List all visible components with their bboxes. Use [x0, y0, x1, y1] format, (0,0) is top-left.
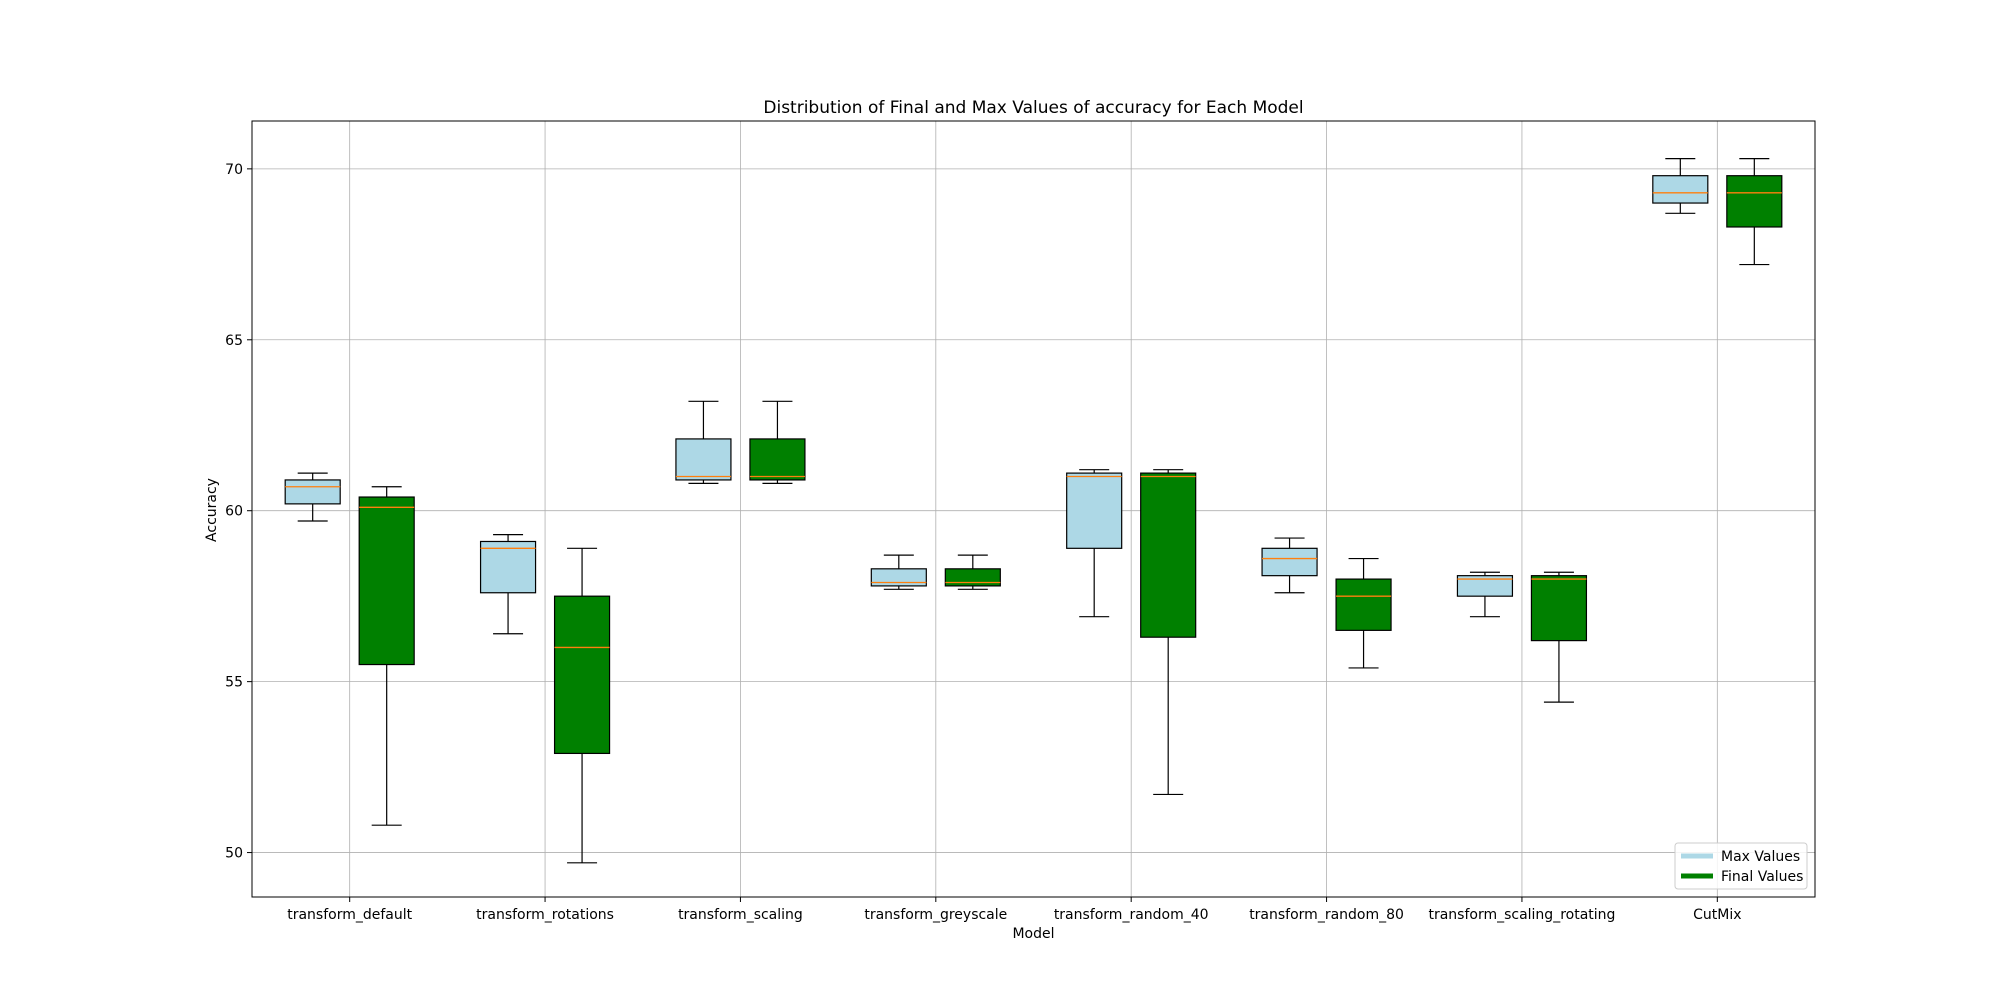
box-iqr [944, 568, 1001, 587]
y-tick-label: 65 [225, 333, 243, 349]
box-iqr [553, 595, 611, 755]
y-tick-label: 70 [225, 162, 243, 178]
x-tick-label: transform_default [287, 907, 412, 923]
x-tick-label: transform_rotations [476, 907, 614, 923]
box-final-CutMix [1726, 158, 1783, 266]
box-iqr [1140, 472, 1197, 638]
legend-label-final: Final Values [1721, 869, 1803, 885]
box-iqr [479, 540, 537, 594]
box-max-transform_scaling [675, 400, 732, 484]
box-max-CutMix [1652, 158, 1709, 214]
box-iqr [749, 438, 806, 481]
box-iqr [1261, 547, 1318, 577]
box-iqr [1726, 175, 1783, 228]
legend: Max Values Final Values [1674, 842, 1808, 890]
y-axis-label: Accuracy [204, 478, 220, 542]
axes: 50 55 60 65 70 transform_default transform_rot… [225, 162, 1741, 923]
box-final-transform_default [358, 486, 415, 826]
box-iqr [1456, 575, 1514, 597]
x-tick-label: transform_scaling_rotating [1428, 907, 1615, 923]
x-axis-label: Model [1012, 926, 1054, 942]
x-tick-label: transform_random_80 [1249, 907, 1404, 923]
box-iqr [358, 496, 415, 666]
y-tick-label: 50 [225, 846, 243, 862]
plot-area-frame [251, 120, 1816, 898]
box-max-transform_random_80 [1261, 537, 1318, 594]
chart-title: Distribution of Final and Max Values of … [763, 98, 1303, 118]
box-max-transform_random_40 [1066, 469, 1123, 618]
box-final-transform_random_40 [1140, 469, 1197, 796]
x-tick-label: transform_scaling [678, 907, 803, 923]
box-max-transform_default [284, 472, 341, 522]
box-iqr [1652, 175, 1709, 204]
box-iqr [1335, 578, 1392, 631]
legend-label-max: Max Values [1721, 849, 1800, 865]
box-max-transform_scaling_rotating [1456, 571, 1514, 618]
y-tick-label: 60 [225, 504, 243, 520]
box-series [284, 158, 1783, 864]
x-tick-label: CutMix [1693, 907, 1741, 923]
box-final-transform_rotations [553, 547, 611, 864]
box-iqr [870, 568, 927, 587]
box-iqr [1066, 472, 1123, 549]
box-final-transform_random_80 [1335, 557, 1392, 669]
box-iqr [1530, 575, 1588, 642]
y-tick-label: 55 [225, 675, 243, 691]
box-max-transform_greyscale [870, 554, 927, 590]
box-final-transform_scaling [749, 400, 806, 484]
box-iqr [284, 479, 341, 505]
x-tick-label: transform_greyscale [864, 907, 1007, 923]
box-final-transform_greyscale [944, 554, 1001, 590]
grid-lines [252, 121, 1815, 897]
x-tick-label: transform_random_40 [1054, 907, 1209, 923]
box-iqr [675, 438, 732, 481]
box-final-transform_scaling_rotating [1530, 571, 1588, 703]
box-max-transform_rotations [479, 534, 537, 635]
